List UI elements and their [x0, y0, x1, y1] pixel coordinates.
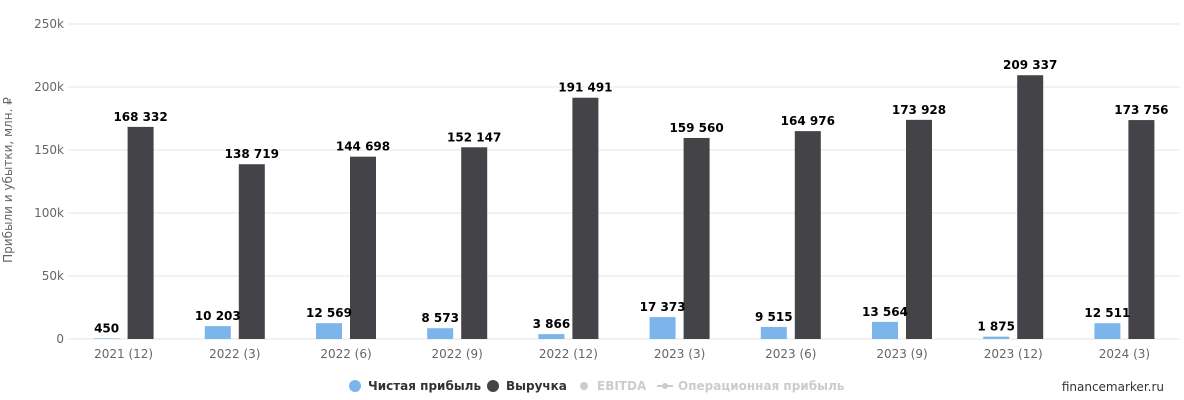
y-axis-title: Прибыли и убытки, млн. ₽ [1, 97, 15, 263]
x-tick-label: 2023 (3) [654, 347, 705, 361]
legend-item[interactable]: Операционная прибыль [657, 379, 845, 393]
x-tick-label: 2023 (12) [984, 347, 1043, 361]
net-profit-value-label: 8 573 [421, 311, 459, 325]
y-tick-label: 0 [56, 332, 64, 346]
revenue-bar[interactable] [350, 156, 376, 339]
legend-label: Операционная прибыль [678, 379, 845, 393]
revenue-bar[interactable] [572, 97, 599, 339]
legend-label: Выручка [506, 379, 567, 393]
bars [93, 75, 1155, 340]
revenue-value-label: 173 756 [1114, 103, 1168, 117]
net-profit-bar[interactable] [1094, 323, 1121, 339]
x-tick-label: 2021 (12) [94, 347, 153, 361]
revenue-value-label: 191 491 [558, 81, 612, 95]
revenue-value-label: 159 560 [669, 121, 723, 135]
net-profit-bar[interactable] [649, 317, 676, 339]
x-tick-label: 2022 (3) [209, 347, 260, 361]
net-profit-value-label: 450 [94, 321, 119, 335]
revenue-bar[interactable] [683, 137, 710, 339]
legend-label: Чистая прибыль [368, 379, 481, 393]
net-profit-value-label: 17 373 [640, 300, 686, 314]
revenue-value-label: 144 698 [336, 140, 390, 154]
net-profit-bar[interactable] [983, 336, 1010, 339]
net-profit-value-label: 3 866 [533, 317, 571, 331]
net-profit-value-label: 9 515 [755, 310, 793, 324]
net-profit-bar[interactable] [316, 323, 342, 339]
revenue-bar[interactable] [238, 164, 265, 339]
y-tick-label: 100k [34, 206, 64, 220]
legend-dot-icon [580, 382, 588, 390]
x-tick-label: 2024 (3) [1099, 347, 1150, 361]
net-profit-bar[interactable] [204, 326, 231, 339]
net-profit-bar[interactable] [872, 321, 898, 339]
y-axis-ticks: 0 50k 100k 150k 200k 250k [34, 17, 64, 346]
revenue-value-label: 164 976 [781, 114, 835, 128]
credit-text[interactable]: financemarker.ru [1062, 380, 1164, 394]
net-profit-value-label: 12 511 [1084, 306, 1130, 320]
legend-dot-icon [662, 383, 668, 389]
legend-dot-icon [349, 380, 361, 392]
revenue-bar[interactable] [906, 119, 932, 339]
net-profit-bar[interactable] [538, 334, 565, 339]
revenue-bar[interactable] [794, 131, 821, 339]
revenue-bar[interactable] [461, 147, 488, 339]
y-tick-label: 250k [34, 17, 64, 31]
legend-item[interactable]: EBITDA [580, 379, 647, 393]
legend-label: EBITDA [597, 379, 647, 393]
data-labels: 450 168 332 10 203 138 719 12 569 144 698 8 57… [94, 58, 1168, 335]
legend-item[interactable]: Выручка [487, 379, 567, 393]
x-tick-label: 2023 (9) [876, 347, 927, 361]
revenue-value-label: 209 337 [1003, 58, 1057, 72]
revenue-bar[interactable] [127, 126, 154, 340]
net-profit-value-label: 13 564 [862, 305, 908, 319]
y-tick-label: 50k [42, 269, 64, 283]
legend-dot-icon [487, 380, 499, 392]
revenue-value-label: 173 928 [892, 103, 946, 117]
x-tick-label: 2022 (12) [539, 347, 598, 361]
net-profit-bar[interactable] [93, 338, 120, 339]
x-tick-label: 2023 (6) [765, 347, 816, 361]
revenue-value-label: 168 332 [113, 110, 167, 124]
revenue-value-label: 152 147 [447, 130, 501, 144]
x-tick-label: 2022 (9) [432, 347, 483, 361]
net-profit-value-label: 12 569 [306, 306, 352, 320]
legend[interactable]: Чистая прибыль Выручка EBITDA Операционная … [349, 379, 845, 393]
net-profit-value-label: 1 875 [977, 320, 1015, 334]
legend-item[interactable]: Чистая прибыль [349, 379, 481, 393]
net-profit-bar[interactable] [427, 328, 454, 339]
revenue-bar[interactable] [1128, 120, 1155, 339]
net-profit-bar[interactable] [760, 327, 787, 339]
net-profit-value-label: 10 203 [195, 309, 241, 323]
revenue-value-label: 138 719 [225, 147, 279, 161]
revenue-bar[interactable] [1017, 75, 1044, 339]
y-tick-label: 200k [34, 80, 64, 94]
y-tick-label: 150k [34, 143, 64, 157]
x-tick-label: 2022 (6) [320, 347, 371, 361]
x-axis-ticks: 2021 (12) 2022 (3) 2022 (6) 2022 (9) 2022 (1… [94, 347, 1150, 361]
